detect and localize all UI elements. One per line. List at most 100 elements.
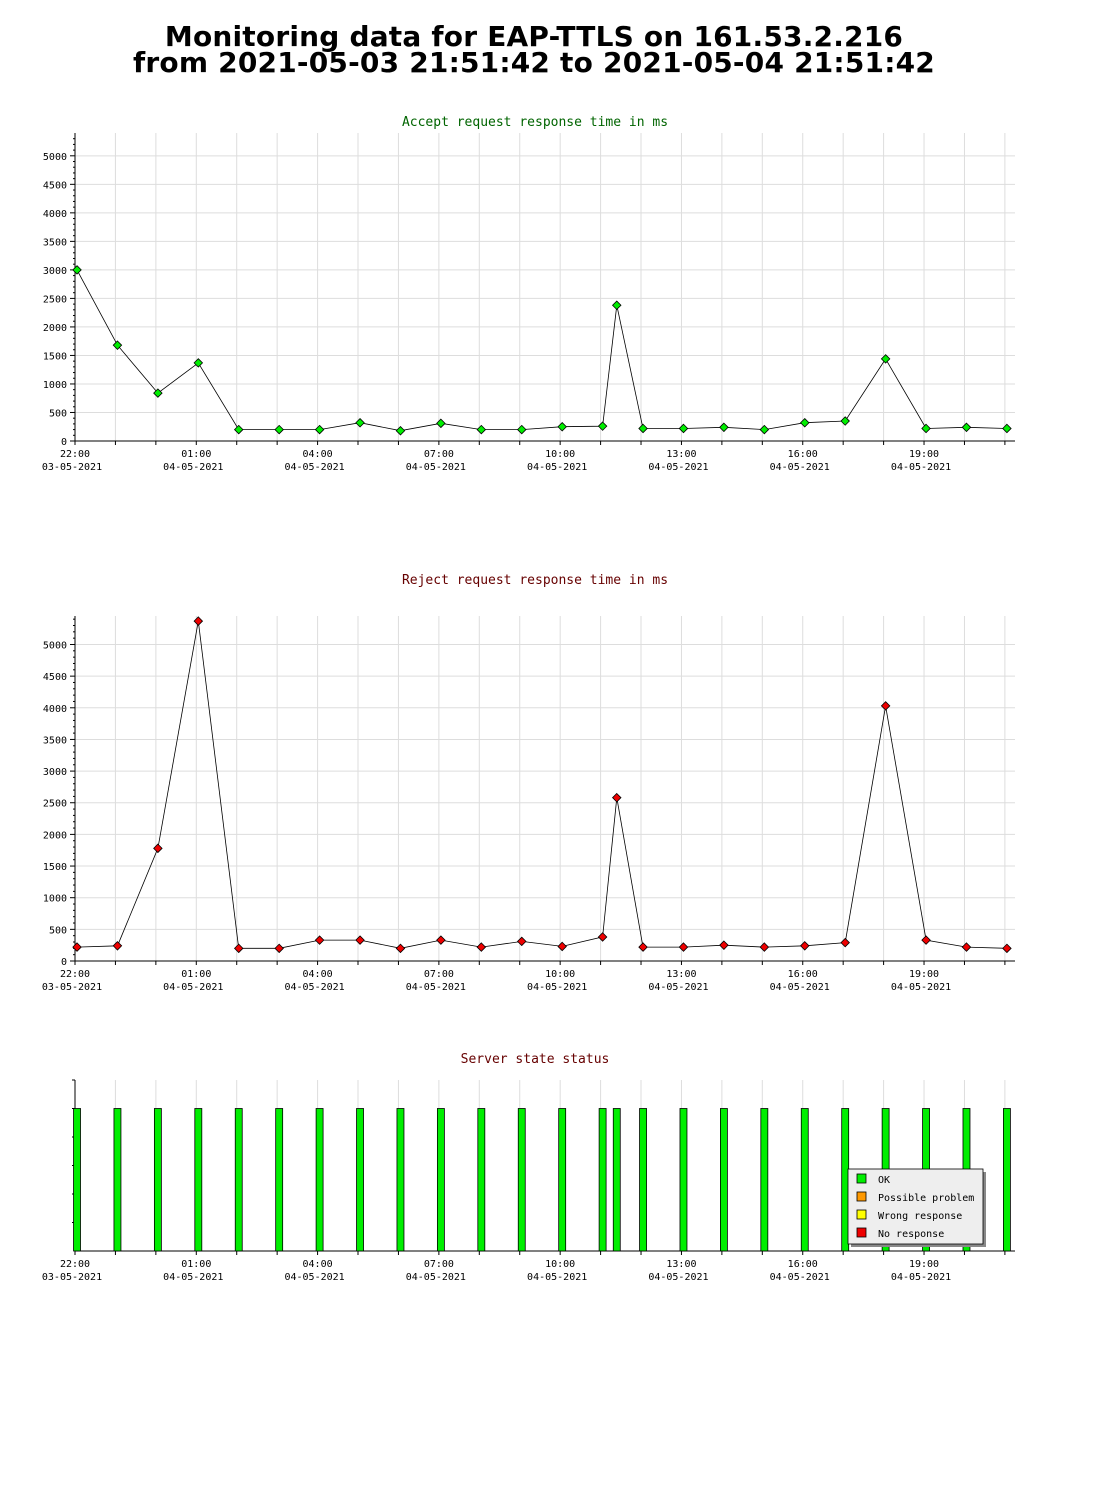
x-tick-label-date: 04-05-2021 xyxy=(284,1272,344,1283)
legend-swatch-no-response xyxy=(856,1227,867,1238)
data-point xyxy=(1002,943,1012,954)
legend-swatch-possible-problem xyxy=(856,1191,867,1202)
y-tick-label: 1000 xyxy=(43,894,67,905)
x-tick-label-time: 07:00 xyxy=(424,449,454,460)
data-point xyxy=(611,792,622,803)
status-bar xyxy=(315,1108,324,1252)
status-bar xyxy=(639,1108,647,1252)
status-bar xyxy=(612,1108,621,1252)
data-point xyxy=(597,932,608,942)
chart-title: Server state status xyxy=(461,1052,610,1067)
legend-swatch-wrong-response xyxy=(856,1209,867,1220)
x-tick-label-time: 22:00 xyxy=(60,1259,90,1270)
x-tick-label-date: 04-05-2021 xyxy=(284,462,344,473)
x-tick-label-date: 04-05-2021 xyxy=(770,462,830,473)
x-tick-label-date: 04-05-2021 xyxy=(891,1272,951,1283)
chart-title: Accept request response time in ms xyxy=(402,115,668,130)
data-point xyxy=(759,424,770,435)
data-point xyxy=(233,424,244,435)
data-point xyxy=(759,942,770,952)
data-point xyxy=(193,358,204,368)
data-point xyxy=(314,935,325,945)
status-bar xyxy=(477,1108,486,1252)
x-tick-label-date: 04-05-2021 xyxy=(527,982,587,993)
data-point xyxy=(476,424,487,435)
x-tick-label-time: 04:00 xyxy=(303,1259,333,1270)
status-bar xyxy=(1003,1108,1011,1252)
data-point xyxy=(961,422,972,433)
x-tick-label-time: 10:00 xyxy=(545,1259,575,1270)
reject-response-chart: Reject request response time in ms 22:00 0… xyxy=(42,573,1015,993)
x-tick-label-date: 04-05-2021 xyxy=(527,1272,587,1283)
x-tick-label-date: 04-05-2021 xyxy=(891,982,951,993)
y-tick-label: 1500 xyxy=(43,351,67,362)
y-tick-label: 5000 xyxy=(43,152,67,163)
data-point xyxy=(921,935,931,945)
y-tick-label: 4000 xyxy=(43,704,67,715)
data-point xyxy=(153,388,163,398)
data-point xyxy=(233,943,244,954)
data-point xyxy=(72,942,82,952)
page-title-line-2: from 2021-05-03 21:51:42 to 2021-05-04 2… xyxy=(133,46,935,79)
data-point xyxy=(112,941,123,951)
data-point xyxy=(611,300,622,311)
data-point xyxy=(516,936,527,947)
x-tick-label-time: 16:00 xyxy=(788,969,818,980)
x-tick-label-time: 13:00 xyxy=(666,1259,696,1270)
data-point xyxy=(1002,423,1012,434)
x-tick-label-date: 04-05-2021 xyxy=(284,982,344,993)
data-point xyxy=(961,942,972,952)
status-bar xyxy=(720,1108,728,1252)
x-tick-label-time: 01:00 xyxy=(181,969,211,980)
x-tick-label-time: 16:00 xyxy=(788,449,818,460)
x-tick-label-time: 22:00 xyxy=(60,969,90,980)
x-tick-label-date: 04-05-2021 xyxy=(770,982,830,993)
data-point xyxy=(880,701,891,711)
data-point xyxy=(395,943,406,954)
status-bar xyxy=(800,1108,809,1252)
chart-title: Reject request response time in ms xyxy=(402,573,668,588)
legend-box xyxy=(847,1168,984,1245)
data-point xyxy=(112,340,123,350)
legend-label: Possible problem xyxy=(878,1193,974,1204)
data-point xyxy=(840,416,850,426)
data-point xyxy=(355,417,365,428)
y-tick-label: 2000 xyxy=(43,830,67,841)
data-point xyxy=(516,424,527,435)
data-point xyxy=(355,935,365,945)
y-tick-label: 2000 xyxy=(43,323,67,334)
data-point xyxy=(557,421,567,432)
x-tick-label-time: 16:00 xyxy=(788,1259,818,1270)
data-point xyxy=(314,424,325,435)
x-tick-label-date: 04-05-2021 xyxy=(163,1272,223,1283)
x-tick-label-time: 19:00 xyxy=(909,449,939,460)
data-point xyxy=(153,843,163,854)
data-point xyxy=(274,424,284,435)
page-title-line-1: Monitoring data for EAP-TTLS on 161.53.2… xyxy=(164,20,904,53)
y-tick-label: 4500 xyxy=(43,180,67,191)
data-point xyxy=(638,942,648,952)
status-bar xyxy=(194,1108,203,1252)
data-point xyxy=(799,417,810,428)
x-tick-label-time: 07:00 xyxy=(424,1259,454,1270)
x-tick-label-time: 07:00 xyxy=(424,969,454,980)
y-tick-label: 4000 xyxy=(43,209,67,220)
data-point xyxy=(880,354,891,364)
x-tick-label-date: 04-05-2021 xyxy=(648,1272,708,1283)
data-point xyxy=(193,616,204,626)
data-point xyxy=(557,941,567,952)
x-tick-label-time: 04:00 xyxy=(303,969,333,980)
status-bar xyxy=(275,1108,284,1252)
status-bar xyxy=(234,1108,243,1252)
data-point xyxy=(274,943,284,954)
status-bar xyxy=(760,1108,769,1252)
x-tick-label-date: 04-05-2021 xyxy=(770,1272,830,1283)
y-tick-label: 3500 xyxy=(43,735,67,746)
x-tick-label-date: 04-05-2021 xyxy=(406,1272,466,1283)
y-tick-label: 3000 xyxy=(43,266,67,277)
x-tick-label-time: 13:00 xyxy=(666,449,696,460)
status-bar xyxy=(558,1108,567,1252)
x-tick-label-date: 04-05-2021 xyxy=(891,462,951,473)
x-tick-label-time: 04:00 xyxy=(303,449,333,460)
x-tick-label-time: 10:00 xyxy=(545,969,575,980)
